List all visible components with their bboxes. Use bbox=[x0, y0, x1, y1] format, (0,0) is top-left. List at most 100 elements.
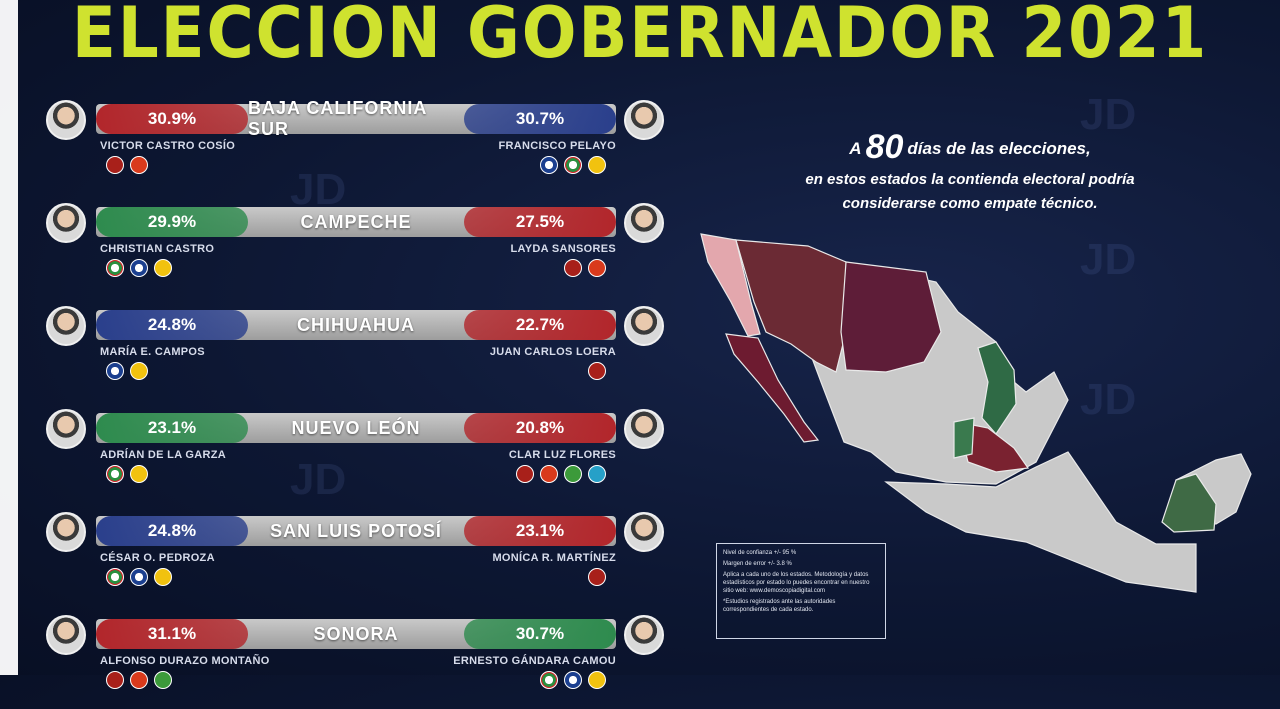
candidate-photo-right bbox=[624, 409, 664, 449]
pct-right-bar: 20.8% bbox=[464, 413, 616, 443]
pct-left-bar: 23.1% bbox=[96, 413, 248, 443]
state-label: CAMPECHE bbox=[300, 211, 412, 232]
party-logos-right bbox=[540, 156, 606, 174]
map-state-chihuahua bbox=[840, 261, 942, 373]
map-state-campeche bbox=[1161, 473, 1217, 533]
state-label: CHIHUAHUA bbox=[297, 314, 415, 335]
party-logos-right bbox=[588, 568, 606, 586]
party-logos-left bbox=[106, 465, 148, 483]
headline-days: 80 bbox=[865, 128, 904, 166]
party-logos-right bbox=[516, 465, 606, 483]
candidate-photo-right bbox=[624, 306, 664, 346]
left-edge-band bbox=[0, 0, 18, 675]
party-pan-icon bbox=[564, 671, 582, 689]
state-label: SONORA bbox=[313, 623, 399, 644]
map-south bbox=[884, 451, 1197, 593]
party-morena-icon bbox=[106, 671, 124, 689]
candidate-photo-left bbox=[46, 615, 86, 655]
note-confidence: Nivel de confianza +/- 95 % bbox=[723, 550, 797, 556]
map-state-zacatecas bbox=[953, 417, 975, 459]
methodology-note: Nivel de confianza +/- 95 % Margen de er… bbox=[716, 543, 886, 639]
watermark-logo: JD bbox=[1080, 375, 1137, 424]
candidate-name-right: FRANCISCO PELAYO bbox=[498, 140, 616, 152]
candidate-photo-left bbox=[46, 512, 86, 552]
pct-left-bar: 24.8% bbox=[96, 310, 248, 340]
party-pt-icon bbox=[130, 156, 148, 174]
candidate-name-right: LAYDA SANSORES bbox=[510, 243, 616, 255]
party-prd-icon bbox=[130, 465, 148, 483]
party-pan-icon bbox=[106, 362, 124, 380]
state-label: NUEVO LEÓN bbox=[291, 417, 421, 438]
party-morena-icon bbox=[106, 156, 124, 174]
candidate-photo-right bbox=[624, 100, 664, 140]
pct-right-bar: 30.7% bbox=[464, 619, 616, 649]
party-pri-icon bbox=[106, 465, 124, 483]
headline-line3: considerarse como empate técnico. bbox=[842, 195, 1098, 212]
party-pan-icon bbox=[130, 568, 148, 586]
candidate-name-left: ADRÍAN DE LA GARZA bbox=[100, 449, 226, 461]
mexico-map bbox=[700, 233, 1252, 593]
party-pt-icon bbox=[130, 671, 148, 689]
headline-prefix: A bbox=[849, 139, 862, 158]
party-logos-left bbox=[106, 362, 148, 380]
candidate-photo-right bbox=[624, 615, 664, 655]
party-pri-icon bbox=[540, 671, 558, 689]
candidate-photo-left bbox=[46, 100, 86, 140]
pct-right-bar: 30.7% bbox=[464, 104, 616, 134]
candidate-name-left: ALFONSO DURAZO MONTAÑO bbox=[100, 655, 270, 667]
result-row: 23.1% NUEVO LEÓN 20.8% ADRÍAN DE LA GARZA CL… bbox=[40, 407, 680, 503]
party-pt-icon bbox=[588, 259, 606, 277]
pct-right-bar: 23.1% bbox=[464, 516, 616, 546]
party-morena-icon bbox=[516, 465, 534, 483]
party-morena-icon bbox=[588, 568, 606, 586]
party-logos-left bbox=[106, 156, 148, 174]
candidate-name-left: CHRISTIAN CASTRO bbox=[100, 243, 215, 255]
party-pan-icon bbox=[130, 259, 148, 277]
candidate-photo-left bbox=[46, 306, 86, 346]
party-logos-left bbox=[106, 671, 172, 689]
pct-right-bar: 27.5% bbox=[464, 207, 616, 237]
candidate-photo-left bbox=[46, 409, 86, 449]
candidate-name-right: MONÍCA R. MARTÍNEZ bbox=[492, 552, 616, 564]
map-state-san-luis-potosi bbox=[957, 421, 1030, 473]
candidate-name-left: MARÍA E. CAMPOS bbox=[100, 346, 205, 358]
map-state-nuevo-leon bbox=[977, 341, 1017, 435]
party-pt-icon bbox=[540, 465, 558, 483]
party-prd-icon bbox=[588, 156, 606, 174]
watermark-logo: JD bbox=[1080, 235, 1137, 284]
candidate-name-right: JUAN CARLOS LOERA bbox=[489, 346, 616, 358]
watermark-logo: JD bbox=[290, 165, 347, 214]
party-prd-icon bbox=[154, 568, 172, 586]
headline: A 80 días de las elecciones, en estos esta… bbox=[760, 128, 1180, 215]
pct-left-bar: 30.9% bbox=[96, 104, 248, 134]
pct-left-bar: 24.8% bbox=[96, 516, 248, 546]
headline-suffix: días de las elecciones, bbox=[907, 139, 1091, 158]
note-margin: Margen de error +/- 3.8 % bbox=[723, 561, 792, 567]
state-label: SAN LUIS POTOSÍ bbox=[270, 520, 442, 541]
result-row: 24.8% SAN LUIS POTOSÍ 23.1% CÉSAR O. PEDROZ… bbox=[40, 510, 680, 606]
party-logos-right bbox=[540, 671, 606, 689]
pct-right-bar: 22.7% bbox=[464, 310, 616, 340]
candidate-photo-left bbox=[46, 203, 86, 243]
party-pri-icon bbox=[106, 259, 124, 277]
party-pvem-icon bbox=[154, 671, 172, 689]
state-label: BAJA CALIFORNIA SUR bbox=[248, 98, 427, 139]
party-prd-icon bbox=[130, 362, 148, 380]
note-methodology: Aplica a cada uno de los estados. Metodo… bbox=[723, 572, 870, 594]
map-state-baja-california-sur bbox=[725, 333, 820, 443]
candidate-name-right: ERNESTO GÁNDARA CAMOU bbox=[453, 655, 616, 667]
headline-line1: A 80 días de las elecciones, bbox=[760, 128, 1180, 167]
party-morena-icon bbox=[588, 362, 606, 380]
party-pan-icon bbox=[540, 156, 558, 174]
watermark-logo: JD bbox=[290, 455, 347, 504]
candidate-photo-right bbox=[624, 203, 664, 243]
page-title: ELECCION GOBERNADOR 2021 bbox=[71, 0, 1209, 74]
party-morena-icon bbox=[564, 259, 582, 277]
candidate-photo-right bbox=[624, 512, 664, 552]
result-row: 24.8% CHIHUAHUA 22.7% MARÍA E. CAMPOS JUAN C… bbox=[40, 304, 680, 400]
map-state-sonora bbox=[735, 239, 847, 373]
party-pri-icon bbox=[564, 156, 582, 174]
pct-left-bar: 31.1% bbox=[96, 619, 248, 649]
note-footnote: *Estudios registrados ante las autoridad… bbox=[723, 599, 836, 613]
result-row: 29.9% CAMPECHE 27.5% CHRISTIAN CASTRO LAYDA … bbox=[40, 201, 680, 297]
